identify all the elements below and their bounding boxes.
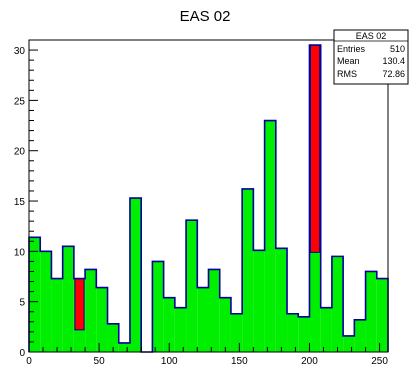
histogram-bar <box>320 307 332 352</box>
histogram-bar <box>51 278 63 352</box>
y-tick-label: 25 <box>14 96 26 107</box>
highlight-bar <box>74 278 85 331</box>
y-tick-label: 5 <box>19 298 25 309</box>
y-tick-label: 10 <box>14 247 26 258</box>
histogram-bar <box>118 342 130 352</box>
histogram-bar <box>264 120 276 352</box>
chart-title: EAS 02 <box>180 8 231 25</box>
histogram-bar <box>163 297 175 352</box>
histogram-bar <box>29 237 41 352</box>
stats-rms-value: 72.86 <box>382 69 405 79</box>
bars-layer <box>29 45 388 352</box>
y-tick-label: 0 <box>19 348 25 359</box>
histogram-outline <box>28 44 389 353</box>
x-tick-label: 150 <box>231 356 248 367</box>
histogram-bar <box>96 287 108 352</box>
highlight-bar <box>309 44 321 253</box>
histogram-bar <box>107 323 119 352</box>
stats-mean-label: Mean <box>337 56 360 66</box>
histogram-bar <box>219 297 231 352</box>
histogram-bar <box>208 269 220 352</box>
stats-rms-label: RMS <box>337 69 357 79</box>
histogram-bar <box>287 313 299 352</box>
histogram-bar <box>376 278 388 352</box>
histogram-bar <box>253 250 265 352</box>
histogram-bar <box>242 188 254 352</box>
stats-entries-value: 510 <box>390 44 405 54</box>
histogram-bar <box>298 316 310 352</box>
histogram-bar <box>62 246 74 352</box>
histogram-bar <box>354 319 366 352</box>
x-tick-label: 100 <box>161 356 178 367</box>
histogram-bar <box>230 313 243 352</box>
plot-frame <box>28 39 389 353</box>
histogram-bar <box>40 251 52 352</box>
y-tick-label: 30 <box>14 46 26 57</box>
x-tick-label: 50 <box>94 356 106 367</box>
histogram-bar <box>129 198 142 352</box>
y-axis: 0 5 10 15 20 25 30 <box>14 39 38 359</box>
y-tick-label: 15 <box>14 197 26 208</box>
stats-box: EAS 02 Entries 510 Mean 130.4 RMS 72.86 <box>333 29 409 85</box>
y-tick-label: 20 <box>14 147 26 158</box>
histogram-bar <box>275 248 288 352</box>
histogram-bar <box>186 220 198 352</box>
histogram-bar <box>365 271 377 352</box>
histogram-bar <box>343 335 355 352</box>
histogram-bar <box>85 269 97 352</box>
x-tick-label: 250 <box>371 356 388 367</box>
histogram-bar <box>197 287 209 352</box>
x-tick-label: 0 <box>26 356 32 367</box>
stats-mean-value: 130.4 <box>382 56 405 66</box>
stats-entries-label: Entries <box>337 44 366 54</box>
stats-box-title: EAS 02 <box>356 31 387 41</box>
stats-box-frame <box>333 29 409 85</box>
histogram-bar <box>174 307 187 352</box>
x-axis: 0 50 100 150 200 250 <box>26 343 388 367</box>
histogram-bar <box>331 256 344 352</box>
histogram-bar <box>152 261 164 352</box>
x-tick-label: 200 <box>301 356 318 367</box>
